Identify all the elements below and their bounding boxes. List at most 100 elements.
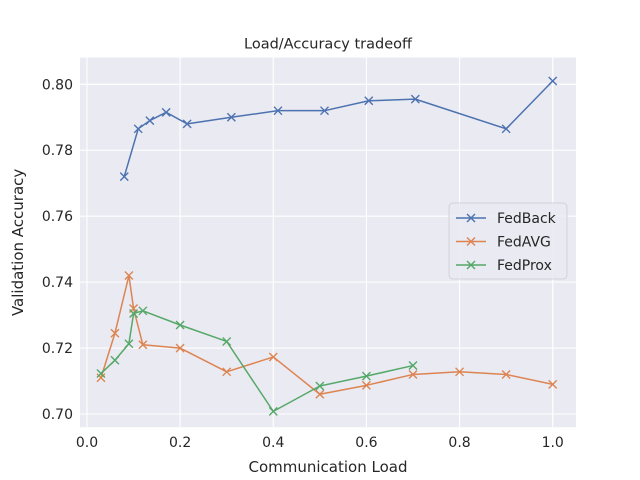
data-point-fedprox [315,381,325,391]
y-tick-label: 0.78 [42,143,73,159]
data-point-fedavg [96,373,106,383]
legend-marker-fedback [466,213,476,223]
marker-stroke [268,352,278,362]
data-point-fedavg [548,379,558,389]
marker-stroke [138,340,148,350]
x-axis-label: Communication Load [249,458,408,476]
x-tick-label: 0.6 [355,435,377,451]
data-point-fedavg [124,271,134,281]
y-tick-label: 0.80 [42,77,73,93]
marker-stroke [133,124,143,134]
marker-stroke [129,308,139,318]
marker-stroke [408,369,418,379]
marker-stroke [501,369,511,379]
legend-label-fedprox: FedProx [497,258,552,274]
marker-stroke [273,106,283,116]
marker-stroke [361,371,371,381]
marker-stroke [96,373,106,383]
marker-stroke [124,271,134,281]
data-point-fedback [320,106,330,116]
data-point-fedback [119,172,129,182]
data-point-fedprox [110,355,120,365]
marker-stroke [320,106,330,116]
data-point-fedback [145,116,155,126]
marker-stroke [548,379,558,389]
marker-stroke [145,116,155,126]
legend: FedBack FedAVG FedProx [448,202,568,280]
legend-item-fedback: FedBack [456,211,557,227]
chart-title: Load/Accuracy tradeoff [244,37,413,53]
marker-stroke [315,381,325,391]
y-tick-label: 0.70 [42,407,73,423]
data-point-fedavg [175,343,185,353]
data-point-fedback [226,112,236,122]
data-point-fedavg [268,352,278,362]
x-tick-label: 0.2 [169,435,191,451]
marker-stroke [175,320,185,330]
data-point-fedback [161,107,171,117]
marker-stroke [548,76,558,86]
data-point-fedprox [268,406,278,416]
data-point-fedavg [501,369,511,379]
series-fedprox [96,306,418,416]
data-point-fedprox [408,361,418,371]
legend-item-fedavg: FedAVG [456,235,551,251]
data-point-fedprox [138,306,148,316]
legend-label-fedback: FedBack [497,211,557,227]
marker-stroke [138,306,148,316]
marker-stroke [466,213,476,223]
marker-stroke [361,380,371,390]
data-point-fedavg [315,389,325,399]
data-point-fedprox [129,308,139,318]
marker-stroke [268,406,278,416]
marker-stroke [182,119,192,129]
marker-stroke [466,260,476,270]
data-point-fedavg [222,367,232,377]
data-point-fedavg [455,367,465,377]
data-point-fedback [273,106,283,116]
data-point-fedprox [222,336,232,346]
legend-item-fedprox: FedProx [456,258,552,274]
data-point-fedback [410,94,420,104]
marker-stroke [455,367,465,377]
marker-stroke [410,94,420,104]
marker-stroke [119,172,129,182]
marker-stroke [110,355,120,365]
data-point-fedprox [175,320,185,330]
data-point-fedback [364,96,374,106]
marker-stroke [124,339,134,349]
data-point-fedprox [96,368,106,378]
marker-stroke [501,124,511,134]
x-tick-label: 0.0 [76,435,98,451]
data-point-fedback [501,124,511,134]
x-tick-label: 0.4 [262,435,284,451]
data-point-fedavg [408,369,418,379]
marker-stroke [222,367,232,377]
series-fedback [119,76,558,182]
legend-marker-fedprox [466,260,476,270]
data-point-fedavg [138,340,148,350]
legend-marker-fedavg [466,237,476,246]
marker-stroke [110,328,120,338]
data-point-fedback [548,76,558,86]
series-layer [96,76,558,416]
marker-stroke [222,336,232,346]
marker-stroke [466,237,476,246]
y-tick-label: 0.76 [42,209,73,225]
data-point-fedprox [361,371,371,381]
legend-box [448,202,568,280]
marker-stroke [175,343,185,353]
marker-stroke [161,107,171,117]
marker-stroke [315,389,325,399]
data-point-fedprox [124,339,134,349]
marker-stroke [226,112,236,122]
marker-stroke [364,96,374,106]
x-tick-label: 0.8 [448,435,470,451]
data-point-fedback [182,119,192,129]
series-line-fedavg [100,274,553,395]
y-axis-label: Validation Accuracy [9,169,27,316]
x-tick-labels: 0.0 0.2 0.4 0.6 0.8 1.0 [76,435,564,451]
y-tick-labels: 0.70 0.72 0.74 0.76 0.78 0.80 [42,77,73,423]
